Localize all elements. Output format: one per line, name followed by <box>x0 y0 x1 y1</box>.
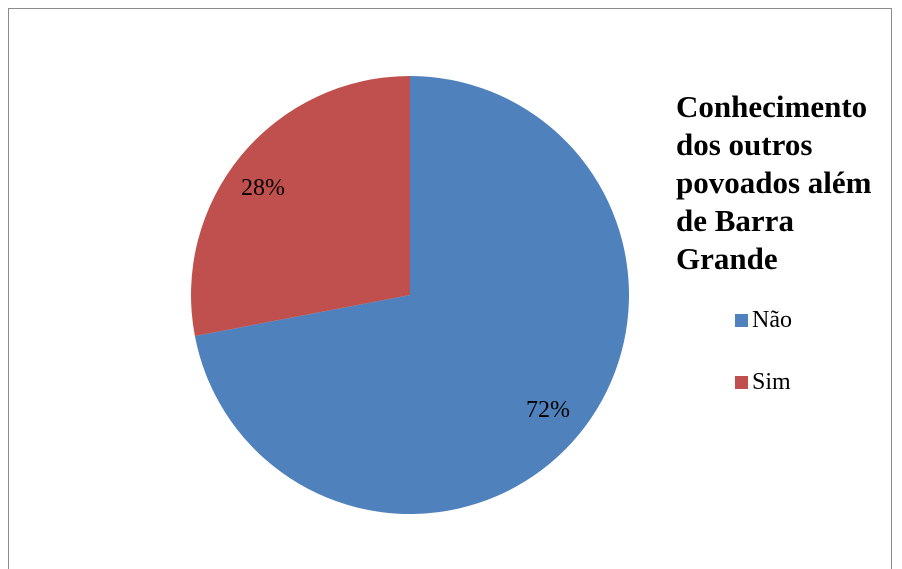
legend-item-sim: Sim <box>735 368 792 396</box>
legend-item-nao: Não <box>735 306 792 334</box>
data-label-nao: 72% <box>526 397 570 423</box>
legend-label-sim: Sim <box>752 368 791 395</box>
data-label-sim: 28% <box>241 175 285 201</box>
chart-title: Conhecimento dos outros povoados além de… <box>676 89 872 276</box>
legend-label-nao: Não <box>752 306 792 333</box>
legend-swatch-nao <box>735 313 748 327</box>
slice-nao <box>194 76 629 514</box>
legend: Não Sim <box>735 306 792 430</box>
legend-swatch-sim <box>735 375 748 389</box>
slice-sim <box>191 76 410 337</box>
